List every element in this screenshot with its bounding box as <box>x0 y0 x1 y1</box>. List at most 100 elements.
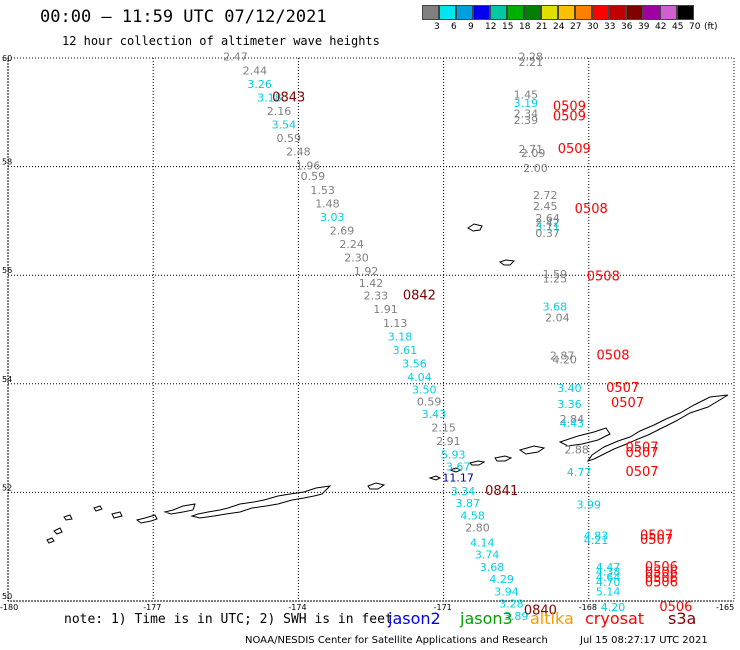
pass-time-label: 0840 <box>524 604 557 619</box>
wave-height-value: 4.29 <box>489 573 514 586</box>
wave-height-value: 3.61 <box>393 344 418 357</box>
scale-label: 30 <box>587 22 599 32</box>
wave-height-value: 2.04 <box>545 311 570 324</box>
legend-cryosat: cryosat <box>585 609 645 628</box>
scale-label: 6 <box>451 22 457 32</box>
scale-label: 3 <box>434 22 440 32</box>
wave-height-value: 1.25 <box>543 272 568 285</box>
wave-height-value: 2.88 <box>564 443 589 456</box>
legend-jason2: jason2 <box>388 609 441 628</box>
scale-swatch <box>558 5 575 20</box>
wave-height-value: 3.18 <box>388 330 413 343</box>
scale-label: 9 <box>468 22 474 32</box>
wave-height-value: 4.70 <box>596 576 621 589</box>
wave-height-value: 3.54 <box>272 119 297 132</box>
wave-height-value: 1.45 <box>514 89 539 102</box>
wave-height-value: 2.16 <box>267 105 292 118</box>
pass-time-label: 0506 <box>645 575 678 590</box>
wave-height-value: 3.56 <box>402 358 427 371</box>
pass-time-label: 0506 <box>645 560 678 575</box>
scale-swatch <box>473 5 490 20</box>
scale-label: 39 <box>638 22 650 32</box>
scale-label: 18 <box>519 22 531 32</box>
timestamp-text: Jul 15 08:27:17 UTC 2021 <box>580 635 708 646</box>
wave-height-value: 1.96 <box>296 159 321 172</box>
pass-time-label: 0506 <box>659 600 692 615</box>
wave-height-value: 2.64 <box>535 212 560 225</box>
wave-height-value: 2.72 <box>533 189 558 202</box>
wave-height-value: 2.71 <box>518 143 543 156</box>
wave-height-value: 2.44 <box>243 64 268 77</box>
lat-label: 50 <box>2 592 12 601</box>
wave-height-value: 5.93 <box>441 449 466 462</box>
wave-height-value: 3.50 <box>412 384 437 397</box>
lat-label: 58 <box>2 158 12 167</box>
coastline <box>46 223 729 544</box>
scale-swatch <box>609 5 626 20</box>
wave-height-value: 0.59 <box>417 396 442 409</box>
wave-height-value: 2.91 <box>436 435 461 448</box>
wave-height-value: 4.64 <box>596 571 621 584</box>
wave-height-value: 2.45 <box>533 200 558 213</box>
wave-height-value: 3.11 <box>535 221 560 234</box>
wave-height-value: 3.03 <box>320 211 345 224</box>
wave-height-value: 0.59 <box>276 132 301 145</box>
scale-swatch <box>507 5 524 20</box>
wave-height-value: 3.87 <box>456 497 481 510</box>
scale-unit: (ft) <box>704 22 718 32</box>
legend-altika: altika <box>530 609 574 628</box>
wave-height-value: 1.91 <box>373 303 398 316</box>
wave-height-value: 4.83 <box>584 530 609 543</box>
scale-swatch <box>541 5 558 20</box>
wave-height-value: 2.00 <box>523 162 548 175</box>
wave-height-value: 3.67 <box>446 461 471 474</box>
scale-label: 24 <box>553 22 565 32</box>
wave-height-value: 3.18 <box>257 91 282 104</box>
lat-label: 56 <box>2 266 12 275</box>
pass-time-label: 0507 <box>625 446 658 461</box>
wave-height-value: 1.42 <box>359 277 384 290</box>
wave-height-value: 3.26 <box>247 78 272 91</box>
wave-height-value: 2.39 <box>514 114 539 127</box>
pass-time-label: 0508 <box>575 202 608 217</box>
wave-height-value: 4.43 <box>560 417 585 430</box>
lat-label: 52 <box>2 483 12 492</box>
pass-time-label: 0508 <box>587 270 620 285</box>
wave-height-value: 2.24 <box>339 238 364 251</box>
scale-swatch <box>643 5 660 20</box>
wave-height-value: 3.19 <box>514 97 539 110</box>
scale-label: 33 <box>604 22 616 32</box>
pass-time-label: 0843 <box>272 90 305 105</box>
wave-height-value: 1.59 <box>543 268 568 281</box>
wave-height-value: 1.13 <box>383 317 408 330</box>
scale-swatch <box>660 5 677 20</box>
wave-height-value: 2.48 <box>286 146 311 159</box>
wave-height-value: 3.40 <box>557 382 582 395</box>
lon-label: -174 <box>288 603 306 612</box>
wave-height-value: 2.80 <box>465 521 490 534</box>
scale-label: 15 <box>502 22 514 32</box>
pass-time-label: 0507 <box>640 529 673 544</box>
wave-height-value: 1.53 <box>310 184 335 197</box>
wave-height-value: 2.84 <box>560 413 585 426</box>
scale-swatch <box>592 5 609 20</box>
wave-height-value: 3.43 <box>422 408 447 421</box>
lon-label: -180 <box>0 603 18 612</box>
wave-height-value: 2.21 <box>518 56 543 69</box>
scale-swatch <box>524 5 541 20</box>
wave-height-value: 0.37 <box>535 227 560 240</box>
legend-jason3: jason3 <box>460 609 513 628</box>
wave-height-value: 11.17 <box>442 472 474 485</box>
wave-height-value: 3.34 <box>451 485 476 498</box>
wave-height-value: 4.20 <box>552 354 577 367</box>
map-frame <box>7 57 735 602</box>
wave-height-value: 1.48 <box>315 197 340 210</box>
footer-note: note: 1) Time is in UTC; 2) SWH is in fe… <box>64 612 393 627</box>
wave-height-value: 3.99 <box>577 499 602 512</box>
wave-height-value: 3.94 <box>494 586 519 599</box>
scale-label: 70 <box>689 22 701 32</box>
pass-time-label: 0508 <box>596 348 629 363</box>
pass-time-label: 0509 <box>553 100 586 115</box>
wave-height-value: 4.77 <box>567 466 592 479</box>
